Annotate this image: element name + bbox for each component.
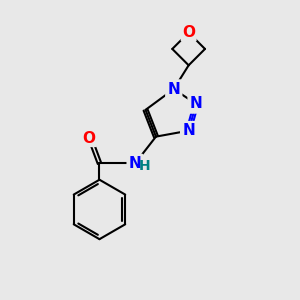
Text: O: O [182,25,195,40]
Text: N: N [129,156,142,171]
Text: N: N [182,123,195,138]
Text: N: N [190,96,202,111]
Text: N: N [167,82,180,97]
Text: O: O [82,130,96,146]
Text: H: H [139,159,151,173]
